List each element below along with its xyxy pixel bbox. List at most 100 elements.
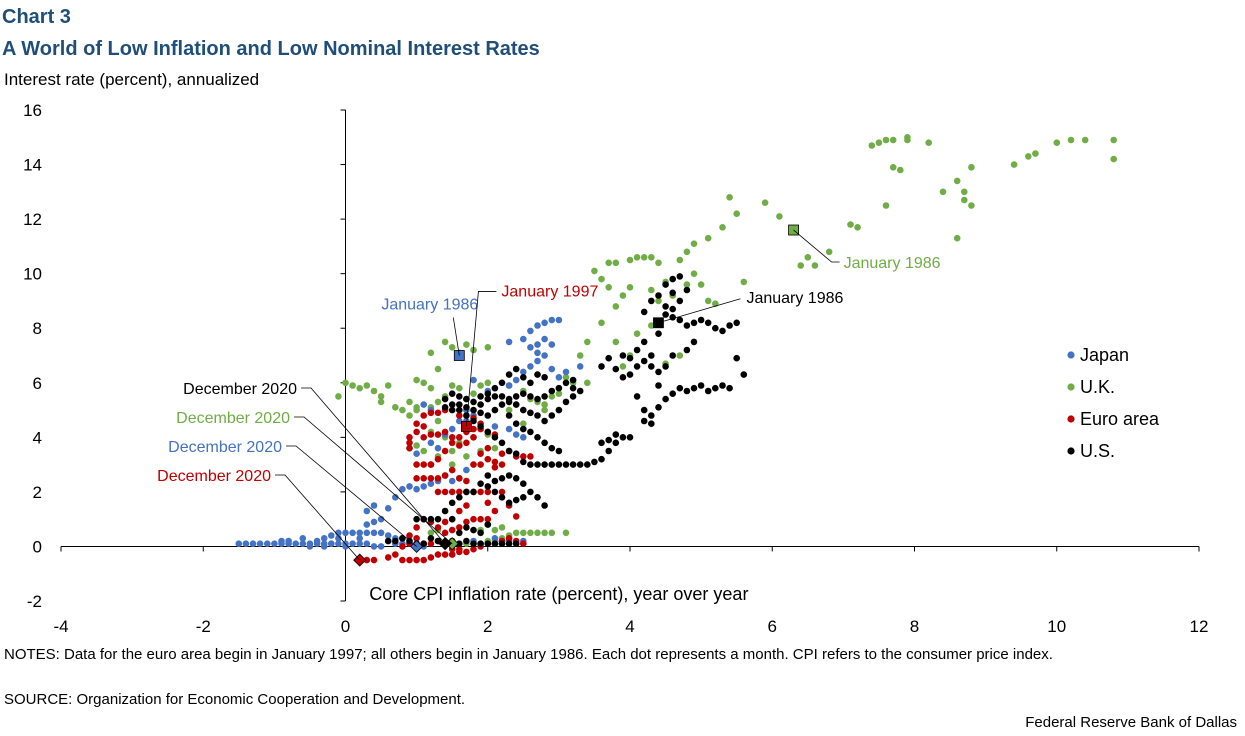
y-tick-label: 8 [33, 319, 42, 338]
data-point-uk [704, 234, 712, 242]
data-point-us [605, 354, 612, 362]
data-point-us [456, 393, 463, 400]
data-point-us [491, 477, 499, 485]
data-point-us [427, 515, 435, 523]
data-point-japan [420, 483, 428, 490]
data-point-uk [512, 529, 520, 537]
data-point-us [548, 444, 556, 452]
data-point-uk [505, 406, 513, 414]
data-point-us [512, 540, 520, 547]
chart-notes: NOTES: Data for the euro area begin in J… [4, 646, 1053, 663]
data-point-us [605, 436, 612, 444]
data-point-japan [548, 365, 556, 373]
data-point-euro [463, 518, 470, 526]
annotation-euro-january-1997: January 1997 [501, 283, 598, 300]
data-point-euro [363, 556, 371, 564]
data-point-uk [648, 253, 655, 261]
data-point-us [669, 390, 676, 398]
data-point-us [520, 494, 527, 501]
data-point-us [477, 401, 484, 408]
data-point-us [498, 379, 506, 387]
data-point-us [527, 461, 534, 468]
data-point-us [491, 393, 499, 400]
data-point-us [548, 461, 556, 468]
data-point-euro [406, 434, 413, 441]
data-point-us [448, 390, 456, 398]
data-point-us [719, 327, 726, 335]
data-point-japan [384, 532, 392, 539]
data-point-us [434, 515, 442, 523]
data-point-uk [548, 529, 556, 537]
data-point-japan [370, 518, 378, 526]
data-point-japan [328, 540, 335, 547]
data-point-uk [527, 529, 534, 537]
data-point-uk [619, 363, 627, 370]
data-point-japan [534, 357, 541, 365]
data-point-uk [605, 284, 612, 291]
data-point-us [527, 379, 534, 387]
data-point-us [662, 281, 669, 288]
annotation-us-december-2020: December 2020 [183, 381, 297, 398]
annotation-japan-december-2020: December 2020 [168, 439, 282, 456]
data-point-japan [527, 363, 534, 370]
data-point-us [669, 275, 676, 283]
y-tick-label: 16 [23, 101, 42, 120]
data-point-us [648, 420, 655, 428]
data-point-uk [889, 136, 897, 144]
data-point-uk [776, 213, 783, 220]
data-point-euro [484, 455, 492, 463]
data-point-us [555, 384, 563, 392]
data-point-us [512, 393, 520, 400]
data-point-us [477, 409, 484, 417]
data-point-us [562, 379, 570, 387]
legend-label-uk: U.K. [1080, 377, 1115, 397]
data-point-us [690, 384, 698, 392]
data-point-uk [733, 210, 740, 217]
data-point-us [648, 297, 655, 305]
data-point-euro [505, 535, 513, 542]
data-point-euro [413, 475, 420, 482]
data-point-us [512, 365, 520, 373]
data-point-japan [505, 425, 513, 433]
data-point-us [712, 384, 719, 392]
data-point-uk [761, 199, 769, 206]
data-point-euro [406, 444, 413, 452]
data-point-euro [420, 434, 428, 441]
data-point-us [555, 461, 563, 468]
data-point-us [726, 384, 733, 392]
data-point-us [648, 412, 655, 419]
data-point-us [640, 417, 648, 425]
data-point-uk [1032, 150, 1039, 157]
data-point-us [498, 475, 506, 482]
data-point-japan [491, 535, 499, 542]
data-point-japan [392, 494, 399, 501]
data-point-japan [427, 480, 435, 488]
data-point-uk [704, 297, 712, 305]
data-point-japan [534, 341, 541, 348]
data-point-us [520, 425, 527, 433]
data-point-uk [1053, 139, 1061, 146]
data-point-us [541, 461, 548, 468]
data-point-us [534, 494, 541, 501]
data-point-us [676, 297, 684, 305]
data-point-uk [939, 188, 947, 196]
data-point-us [520, 390, 527, 398]
data-point-japan [363, 529, 371, 537]
data-point-euro [456, 524, 463, 531]
data-point-japan [420, 401, 428, 408]
data-point-euro [427, 431, 435, 438]
data-point-us [733, 354, 740, 362]
data-point-us [534, 461, 541, 468]
x-tick-label: 10 [1047, 617, 1066, 636]
data-point-uk [342, 379, 349, 387]
data-point-euro [484, 499, 492, 507]
data-point-uk [448, 382, 456, 389]
data-point-euro [498, 461, 506, 468]
data-point-us [655, 404, 662, 411]
data-point-uk [413, 404, 420, 411]
data-point-uk [811, 262, 819, 269]
data-point-euro [413, 535, 420, 542]
legend-marker-euro [1067, 415, 1075, 423]
data-point-japan [534, 349, 541, 357]
data-point-uk [676, 256, 684, 264]
